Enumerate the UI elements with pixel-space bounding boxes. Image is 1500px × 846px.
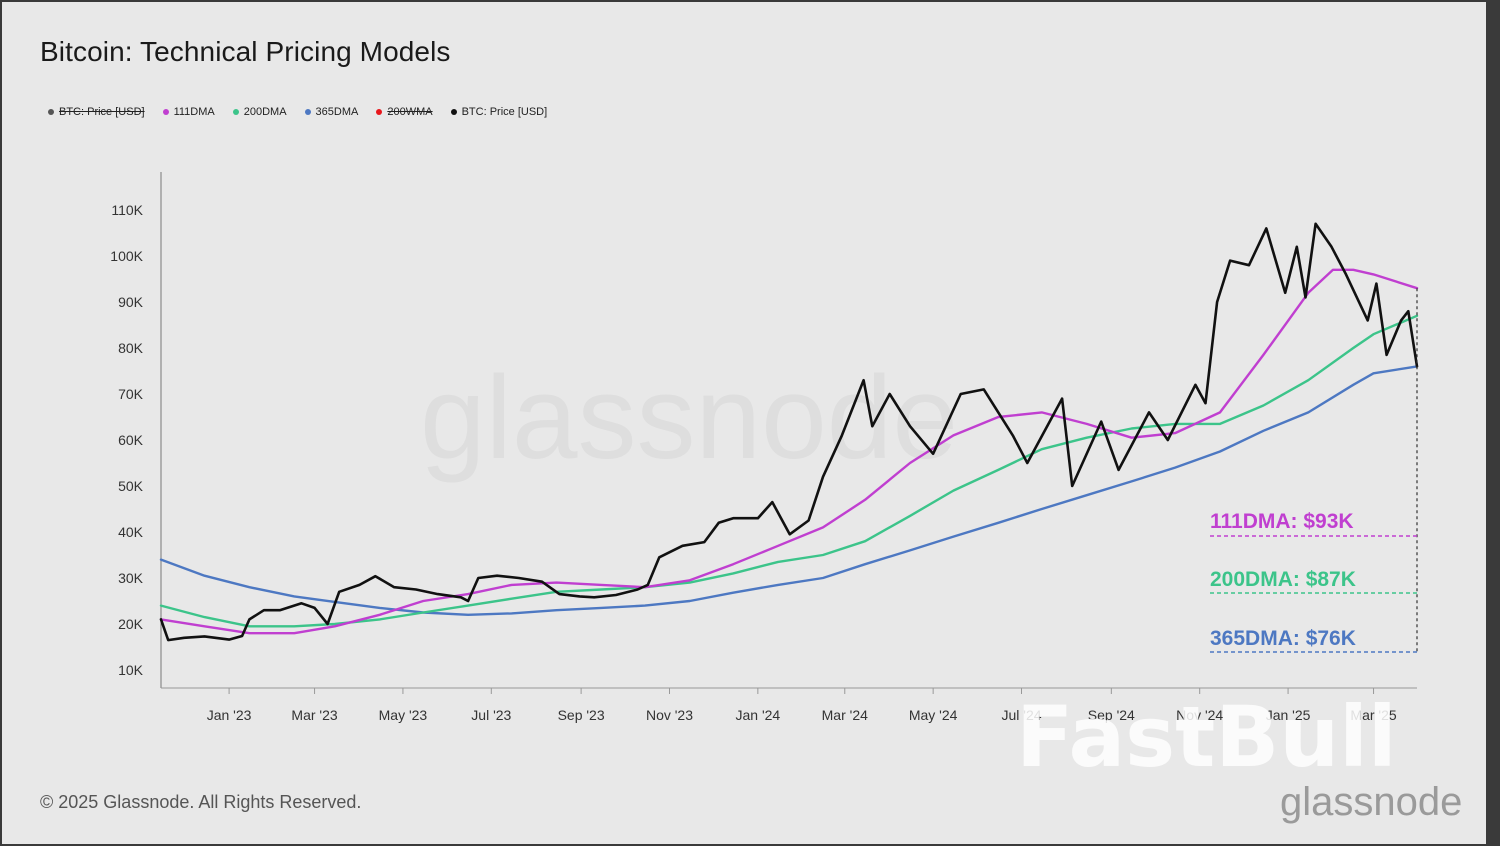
x-tick-label: Mar '24 (822, 707, 868, 723)
legend-item-btc-price-usd[interactable]: BTC: Price [USD] (48, 106, 145, 118)
x-tick-label: May '23 (379, 707, 428, 723)
x-tick-label: Mar '23 (291, 707, 337, 723)
x-tick-label: Jan '24 (735, 707, 780, 723)
legend-label: 200DMA (243, 106, 287, 118)
x-tick-label: Jan '23 (207, 707, 252, 723)
legend-label: BTC: Price [USD] (59, 106, 145, 118)
legend-item-365dma[interactable]: 365DMA (304, 106, 359, 118)
y-tick-label: 40K (118, 524, 144, 540)
annotation-label-111dma: 111DMA: $93K (1210, 510, 1354, 533)
y-tick-label: 30K (118, 570, 144, 586)
glassnode-watermark: glassnode (420, 352, 958, 484)
fastbull-watermark: FastBull (1016, 688, 1397, 786)
annotation-label-200dma: 200DMA: $87K (1210, 568, 1356, 591)
legend-swatch (450, 109, 457, 115)
chart-legend: BTC: Price [USD] 111DMA 200DMA 365DMA 200WMA… (48, 106, 565, 118)
legend-label: 200WMA (387, 106, 433, 118)
y-tick-label: 80K (118, 340, 144, 356)
y-tick-label: 110K (111, 202, 143, 218)
legend-item-200wma[interactable]: 200WMA (376, 106, 433, 118)
y-tick-label: 10K (118, 662, 144, 678)
glassnode-brand-logo: glassnode (1280, 780, 1462, 824)
legend-swatch (48, 109, 54, 115)
x-tick-label: Mar '25 (1350, 707, 1396, 723)
y-tick-label: 60K (118, 432, 144, 448)
legend-swatch (376, 109, 383, 115)
y-tick-label: 70K (118, 386, 144, 402)
y-tick-label: 20K (118, 616, 144, 632)
series-line-btc-price-usd (159, 222, 1419, 642)
copyright-footer: © 2025 Glassnode. All Rights Reserved. (40, 792, 362, 812)
x-tick-label: Jul '24 (1001, 707, 1041, 723)
x-tick-label: Nov '24 (1176, 707, 1223, 723)
x-tick-label: May '24 (909, 707, 958, 723)
y-tick-label: 100K (110, 248, 143, 264)
series-line-111dma (159, 268, 1419, 635)
legend-item-200dma[interactable]: 200DMA (232, 106, 287, 118)
legend-item-btc-price-usd[interactable]: BTC: Price [USD] (450, 106, 548, 118)
series-line-365dma (159, 365, 1419, 616)
legend-swatch (162, 109, 169, 115)
series-line-200dma (159, 314, 1419, 628)
legend-item-111dma[interactable]: 111DMA (162, 106, 215, 118)
legend-label: 111DMA (173, 106, 215, 118)
chart-title: Bitcoin: Technical Pricing Models (40, 36, 451, 67)
legend-label: 365DMA (315, 106, 359, 118)
legend-swatch (232, 109, 239, 115)
y-tick-label: 90K (118, 294, 144, 310)
x-tick-label: Jul '23 (471, 707, 511, 723)
x-tick-label: Sep '23 (558, 707, 605, 723)
legend-swatch (304, 109, 311, 115)
x-tick-label: Sep '24 (1088, 707, 1135, 723)
x-tick-label: Jan '25 (1266, 707, 1311, 723)
legend-label: BTC: Price [USD] (461, 106, 548, 118)
plot-area: 10K 20K 30K 40K 50K 60K 70K 80K 90K 100K 110K Jan '… (110, 172, 1419, 723)
x-tick-label: Nov '23 (646, 707, 693, 723)
annotation-label-365dma: 365DMA: $76K (1210, 627, 1356, 650)
y-tick-label: 50K (118, 478, 144, 494)
